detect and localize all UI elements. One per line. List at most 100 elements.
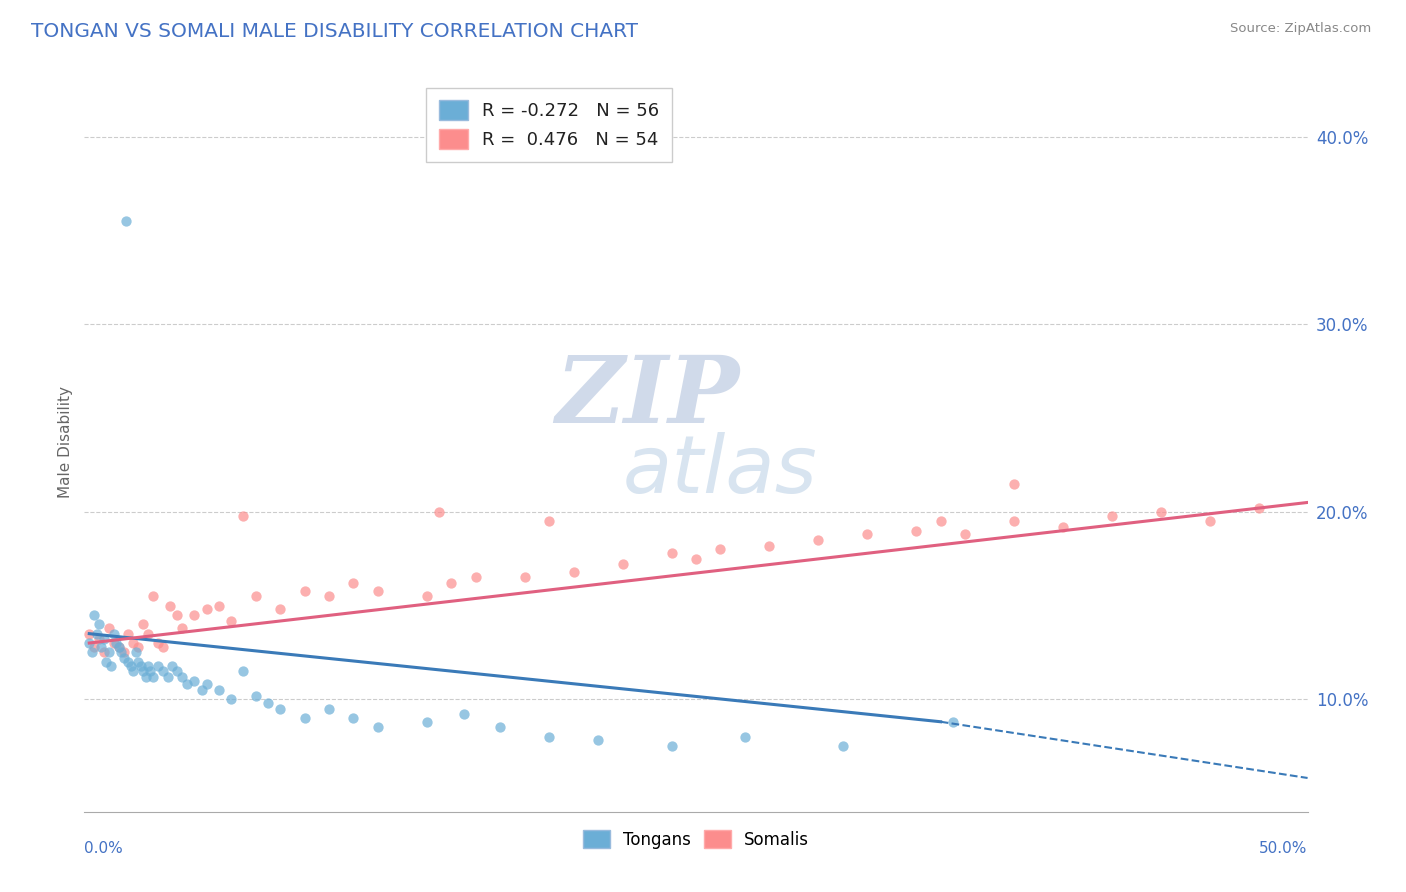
Point — [489, 720, 512, 734]
Point — [318, 701, 340, 715]
Point — [905, 524, 928, 538]
Point — [107, 640, 129, 654]
Point — [219, 614, 242, 628]
Point — [453, 707, 475, 722]
Point — [342, 576, 364, 591]
Point — [416, 714, 439, 729]
Point — [152, 640, 174, 654]
Point — [127, 655, 149, 669]
Point — [367, 720, 389, 734]
Point — [1002, 514, 1025, 528]
Point — [129, 658, 152, 673]
Point — [191, 682, 214, 697]
Point — [93, 645, 115, 659]
Point — [107, 640, 129, 654]
Point — [612, 558, 634, 572]
Point — [97, 621, 120, 635]
Point — [120, 658, 142, 673]
Point — [734, 730, 756, 744]
Point — [427, 505, 450, 519]
Point — [117, 655, 139, 669]
Point — [856, 527, 879, 541]
Point — [127, 640, 149, 654]
Point — [661, 739, 683, 753]
Point — [125, 645, 148, 659]
Point — [1150, 505, 1173, 519]
Point — [87, 617, 110, 632]
Point — [538, 730, 561, 744]
Point — [416, 589, 439, 603]
Point — [342, 711, 364, 725]
Point — [245, 589, 267, 603]
Point — [709, 542, 731, 557]
Point — [93, 632, 115, 647]
Point — [110, 645, 132, 659]
Point — [183, 607, 205, 622]
Point — [661, 546, 683, 560]
Point — [132, 664, 155, 678]
Point — [142, 589, 165, 603]
Point — [942, 714, 965, 729]
Point — [103, 636, 125, 650]
Point — [136, 658, 159, 673]
Point — [117, 626, 139, 640]
Point — [440, 576, 463, 591]
Point — [538, 514, 561, 528]
Text: 0.0%: 0.0% — [84, 841, 124, 856]
Point — [132, 617, 155, 632]
Point — [112, 645, 135, 659]
Point — [172, 670, 194, 684]
Point — [294, 583, 316, 598]
Point — [86, 626, 108, 640]
Point — [176, 677, 198, 691]
Point — [269, 701, 291, 715]
Point — [586, 733, 609, 747]
Point — [1198, 514, 1220, 528]
Point — [96, 655, 118, 669]
Point — [318, 589, 340, 603]
Point — [208, 599, 231, 613]
Point — [195, 602, 218, 616]
Point — [105, 636, 128, 650]
Point — [513, 570, 536, 584]
Point — [136, 626, 159, 640]
Point — [87, 632, 110, 647]
Text: Source: ZipAtlas.com: Source: ZipAtlas.com — [1230, 22, 1371, 36]
Text: TONGAN VS SOMALI MALE DISABILITY CORRELATION CHART: TONGAN VS SOMALI MALE DISABILITY CORRELA… — [31, 22, 638, 41]
Point — [1002, 476, 1025, 491]
Point — [122, 664, 145, 678]
Point — [156, 670, 179, 684]
Y-axis label: Male Disability: Male Disability — [58, 385, 73, 498]
Point — [112, 651, 135, 665]
Point — [139, 664, 162, 678]
Point — [257, 696, 280, 710]
Point — [97, 645, 120, 659]
Point — [1052, 520, 1074, 534]
Point — [183, 673, 205, 688]
Point — [166, 664, 188, 678]
Point — [77, 636, 100, 650]
Point — [929, 514, 952, 528]
Point — [172, 621, 194, 635]
Point — [562, 565, 585, 579]
Point — [122, 636, 145, 650]
Point — [685, 551, 707, 566]
Point — [77, 626, 100, 640]
Point — [831, 739, 853, 753]
Point — [269, 602, 291, 616]
Point — [90, 640, 112, 654]
Point — [135, 670, 157, 684]
Point — [464, 570, 486, 584]
Point — [232, 664, 254, 678]
Text: 50.0%: 50.0% — [1260, 841, 1308, 856]
Point — [219, 692, 242, 706]
Legend: Tongans, Somalis: Tongans, Somalis — [576, 823, 815, 855]
Point — [195, 677, 218, 691]
Point — [159, 599, 181, 613]
Point — [807, 533, 830, 547]
Point — [162, 658, 184, 673]
Point — [1101, 508, 1123, 523]
Point — [146, 636, 169, 650]
Text: atlas: atlas — [623, 432, 817, 510]
Point — [83, 640, 105, 654]
